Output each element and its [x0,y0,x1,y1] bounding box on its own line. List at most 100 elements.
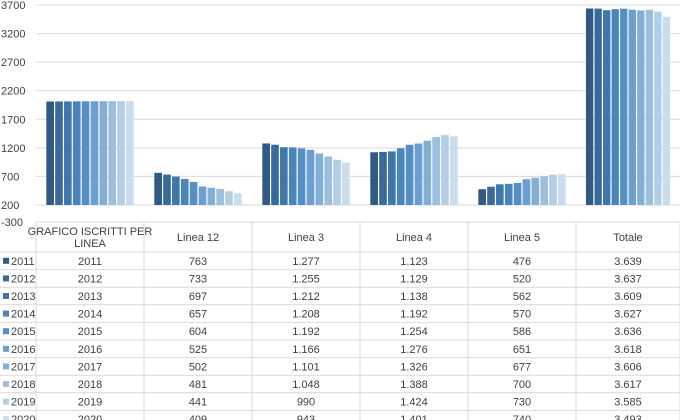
data-label: 1.192 [400,309,428,321]
legend-label: 2016 [11,344,35,356]
data-label: 1.138 [400,291,428,303]
y-axis: -300 200 700 1200 1700 2200 2700 3200 3700 [1,0,25,229]
data-label: 441 [189,397,207,409]
category-label: Linea 12 [177,232,219,244]
bar [504,183,513,205]
bar [637,10,645,205]
data-label: 1.276 [400,344,428,356]
y-tick-label: 200 [1,200,19,212]
data-label: 2020 [78,414,102,420]
y-tick-label: 1700 [1,114,25,126]
legend-swatch [3,275,9,282]
bar [496,184,504,205]
legend-label: 2017 [11,361,35,373]
data-label: 3.493 [614,414,642,420]
bar [645,9,653,205]
bar [306,149,315,205]
data-label: 700 [513,379,531,391]
data-label: 1.255 [292,273,320,285]
bar [81,101,90,205]
bar [388,151,396,205]
bar [46,101,54,205]
data-label: 763 [189,256,207,268]
bars [46,8,671,206]
category-label: Linea 4 [396,232,432,244]
data-label: 2017 [78,361,102,373]
bar [154,172,162,205]
data-table: GRAFICO ISCRITTI PER LINEA Linea 12 Linea 3… [0,221,680,420]
data-label: 3.627 [614,309,642,321]
bar [216,188,224,205]
data-label: 1.277 [292,256,320,268]
data-label: 2013 [78,291,102,303]
legend-label: 2011 [11,256,35,268]
data-label: 1.048 [292,379,320,391]
legend-label: 2018 [11,379,35,391]
bar [108,101,116,205]
bar [603,10,611,206]
legend-swatch [3,381,9,387]
data-label: 733 [189,273,207,285]
data-label: 1.192 [292,326,320,338]
data-label: 2018 [78,379,102,391]
data-label: 3.606 [614,361,642,373]
data-label: 2014 [78,309,102,321]
bar [90,101,99,205]
table-corner-label-line: LINEA [74,238,106,250]
data-label: 740 [513,414,531,420]
data-label: 2016 [78,344,102,356]
legend-swatch [3,398,9,405]
bar [531,177,540,205]
y-tick-label: -300 [1,217,23,229]
category-label: Totale [613,232,642,244]
bar [342,162,350,205]
legend-label: 2014 [11,309,35,321]
bar [558,174,566,205]
gridlines [36,4,680,206]
bar [280,147,288,205]
data-label: 3.618 [614,344,642,356]
bar [585,8,594,205]
data-label: 481 [189,379,207,391]
data-label: 990 [297,397,315,409]
data-label: 697 [189,291,207,303]
legend-swatch [3,293,9,299]
bar [414,143,423,205]
bar [189,181,198,205]
legend-swatch [3,257,9,264]
bar [172,176,180,205]
bar [478,189,486,205]
data-label: 409 [189,414,207,420]
data-label: 1.129 [400,273,428,285]
bar [288,147,297,205]
category-label: Linea 5 [504,232,540,244]
legend-label: 2013 [11,291,35,303]
bar [333,159,341,205]
data-label: 586 [513,326,531,338]
bar [234,193,242,205]
bar [594,8,602,205]
data-label: 562 [513,291,531,303]
y-tick-label: 3700 [1,0,25,12]
data-label: 3.609 [614,291,642,303]
bar [64,101,72,205]
data-label: 604 [189,326,207,338]
data-label: 1.424 [400,397,428,409]
legend-swatch [3,328,9,335]
bar [432,137,440,205]
bar [324,156,332,205]
data-label: 1.123 [400,256,428,268]
y-tick-label: 3200 [1,29,25,41]
y-tick-label: 2200 [1,86,25,98]
y-tick-label: 2700 [1,57,25,69]
data-label: 1.212 [292,291,320,303]
data-label: 651 [513,344,531,356]
bar [315,153,324,205]
table-corner-label-line: GRAFICO ISCRITTI PER [28,226,153,238]
bar [117,101,125,205]
bar [441,135,449,205]
bar [262,143,270,205]
bar [611,9,619,205]
data-label: 657 [189,309,207,321]
data-label: 1.388 [400,379,428,391]
